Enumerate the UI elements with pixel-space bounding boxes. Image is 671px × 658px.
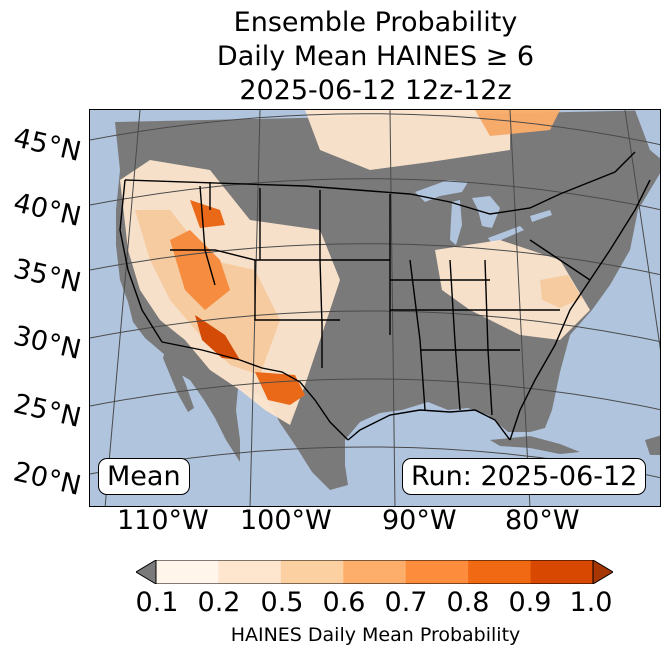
colorbar-bin-5 — [468, 560, 532, 584]
latitude-label-25n: 25°N — [10, 388, 84, 434]
map-canvas — [90, 110, 660, 506]
land-mass — [115, 110, 660, 490]
colorbar-tick-3: 0.6 — [322, 587, 366, 618]
colorbar-over-extension — [592, 560, 613, 584]
parallel-25n — [90, 378, 660, 411]
colorbar-bin-3 — [343, 560, 407, 584]
colorbar-bin-2 — [280, 560, 344, 584]
lake-erie — [488, 226, 524, 244]
longitude-label-90w: 90°W — [382, 505, 457, 536]
us-west-coast — [119, 179, 163, 343]
latitude-label-30n: 30°N — [10, 320, 84, 366]
longitude-label-80w: 80°W — [505, 505, 580, 536]
parallel-45n — [90, 113, 660, 146]
prob-region-low-north — [305, 110, 510, 170]
meridian-90w — [389, 110, 396, 506]
us-mexico-border — [161, 341, 349, 441]
colorbar-tick-4: 0.7 — [384, 587, 428, 618]
lake-ontario — [530, 210, 552, 222]
latitude-label-45n: 45°N — [10, 122, 84, 168]
colorbar-bin-0 — [156, 560, 219, 584]
map-title-line-1: Ensemble Probability — [233, 7, 518, 38]
colorbar-tick-6: 0.9 — [508, 587, 552, 618]
lake-superior — [415, 180, 468, 202]
colorbar-label: HAINES Daily Mean Probability — [230, 624, 521, 646]
interior-borders — [170, 182, 591, 416]
baja-peninsula — [163, 348, 194, 412]
mean-label-box: Mean — [98, 458, 190, 495]
prob-region-very-high-tx — [255, 372, 305, 405]
parallel-35n — [90, 243, 660, 276]
parallel-40n — [90, 178, 660, 211]
colorbar-tick-7: 1.0 — [569, 587, 613, 618]
colorbar-bin-6 — [530, 560, 594, 584]
mean-label: Mean — [107, 461, 181, 492]
us-east-coast — [509, 179, 651, 441]
parallel-30n — [90, 310, 660, 343]
greenland-tip — [645, 435, 660, 455]
hudson-bay-edge — [635, 110, 660, 159]
colorbar-bins — [156, 560, 594, 584]
latitude-label-20n: 20°N — [10, 456, 84, 502]
graticule — [90, 110, 660, 506]
us-gulf-coast — [347, 409, 511, 441]
colorbar-bin-4 — [405, 560, 469, 584]
prob-region-mid-east — [540, 275, 582, 308]
colorbar-tick-5: 0.8 — [446, 587, 490, 618]
meridian-110w — [104, 110, 141, 506]
lake-huron — [472, 196, 500, 228]
lake-michigan — [450, 200, 462, 245]
colorbar-tick-1: 0.2 — [197, 587, 241, 618]
state-borders — [119, 151, 651, 441]
meridian-80w — [509, 110, 531, 506]
longitude-label-100w: 100°W — [240, 505, 332, 536]
longitude-label-110w: 110°W — [117, 505, 209, 536]
map-title-line-2: Daily Mean HAINES ≥ 6 — [216, 41, 535, 72]
us-canada-border — [124, 151, 636, 215]
run-label: Run: 2025-06-12 — [411, 461, 638, 492]
prob-region-low-east — [435, 240, 590, 340]
latitude-label-35n: 35°N — [10, 253, 84, 299]
colorbar-tick-2: 0.5 — [260, 587, 304, 618]
meridian-70w — [624, 110, 660, 350]
latitude-label-40n: 40°N — [10, 187, 84, 233]
colorbar-frame — [155, 560, 594, 584]
cuba — [490, 436, 580, 454]
prob-region-high-ne — [475, 110, 560, 136]
map-title-line-3: 2025-06-12 12z-12z — [239, 75, 512, 106]
colorbar-bin-1 — [218, 560, 282, 584]
colorbar-tick-0: 0.1 — [135, 587, 179, 618]
colorbar — [136, 560, 613, 584]
prob-region-very-high — [195, 315, 240, 360]
run-label-box: Run: 2025-06-12 — [402, 458, 647, 495]
probability-map — [89, 109, 661, 507]
prob-region-very-high-nw — [190, 200, 225, 228]
colorbar-under-extension — [136, 560, 157, 584]
